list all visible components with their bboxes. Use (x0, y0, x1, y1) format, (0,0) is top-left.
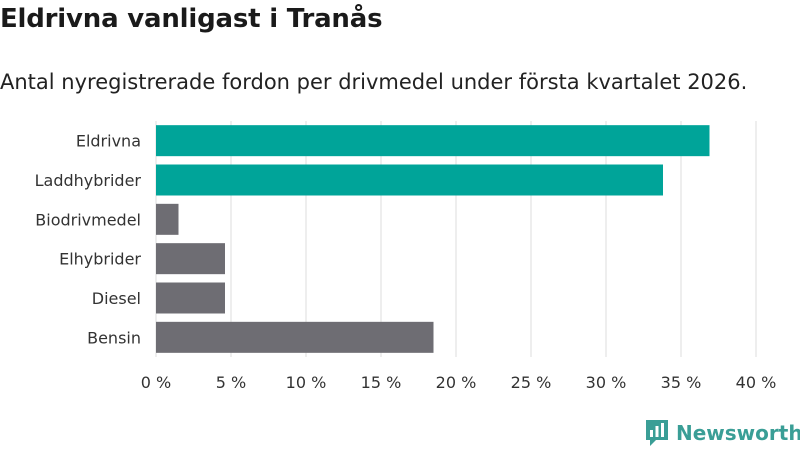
chart-title: Eldrivna vanligast i Tranås (0, 4, 383, 34)
x-tick-label: 15 % (361, 373, 402, 392)
bar (156, 164, 663, 196)
newsworthy-logo-icon (646, 420, 668, 446)
bars (156, 125, 710, 353)
x-tick-label: 10 % (286, 373, 327, 392)
category-label: Laddhybrider (35, 171, 142, 190)
x-tick-label: 20 % (436, 373, 477, 392)
brand-name: Newsworthy (676, 421, 800, 445)
chart-subtitle: Antal nyregistrerade fordon per drivmede… (0, 70, 748, 94)
x-tick-label: 30 % (586, 373, 627, 392)
newsworthy-brand: Newsworthy (644, 418, 800, 448)
bar (156, 125, 710, 157)
grid-lines (155, 121, 757, 357)
category-label: Biodrivmedel (35, 210, 141, 229)
bar (156, 282, 225, 314)
category-labels: Eldrivna Laddhybrider Biodrivmedel Elhybrid… (35, 132, 142, 348)
x-tick-label: 5 % (216, 373, 246, 392)
category-label: Bensin (87, 328, 141, 347)
bar (156, 243, 225, 275)
x-tick-label: 0 % (141, 373, 171, 392)
x-tick-label: 25 % (511, 373, 552, 392)
category-label: Elhybrider (59, 250, 141, 269)
category-label: Diesel (92, 289, 141, 308)
category-label: Eldrivna (76, 132, 141, 151)
bar (156, 203, 179, 235)
x-tick-label: 40 % (736, 373, 777, 392)
x-tick-label: 35 % (661, 373, 702, 392)
bar (156, 321, 434, 353)
x-axis-ticks: 0 % 5 % 10 % 15 % 20 % 25 % 30 % 35 % 40 % (141, 373, 777, 392)
